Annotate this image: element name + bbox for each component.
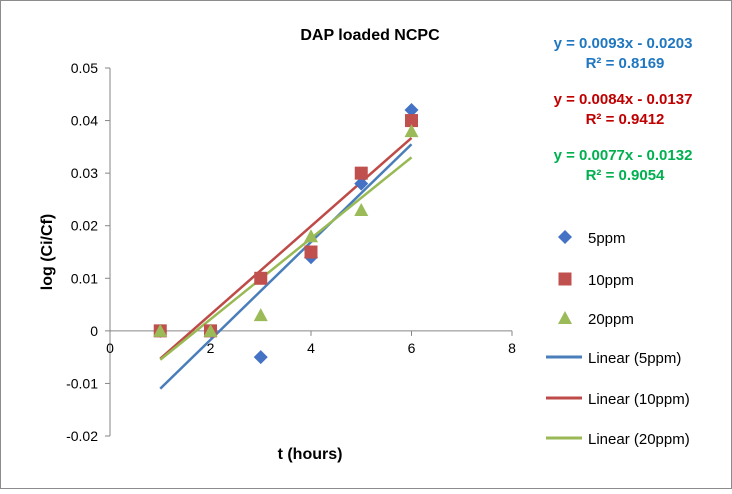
data-point-10ppm [354, 166, 368, 180]
legend: 5ppm 10ppm 20ppm Linear (5ppm) Linear (10ppm… [546, 230, 690, 448]
x-tick-group: 0 2 4 6 8 [106, 330, 516, 356]
x-tick-label: 2 [207, 340, 215, 356]
y-tick-label: 0 [90, 323, 98, 339]
legend-marker-10ppm [558, 272, 572, 286]
x-tick-label: 8 [508, 340, 516, 356]
trendline-3 [159, 156, 413, 361]
trendline-2 [159, 136, 413, 360]
trendline-equations: y = 0.0093x - 0.0203 R² = 0.8169 y = 0.008… [554, 35, 693, 184]
trendline-equation-3: y = 0.0077x - 0.0132 [554, 147, 693, 164]
data-point-20ppm [153, 323, 168, 337]
data-point-5ppm [354, 176, 369, 191]
legend-marker-5ppm [558, 230, 572, 244]
data-point-5ppm [404, 103, 419, 118]
x-tick-label: 0 [106, 340, 114, 356]
data-point-20ppm [354, 202, 369, 216]
trendline-group [159, 136, 413, 390]
x-tick-label: 4 [307, 340, 315, 356]
data-point-20ppm [304, 229, 318, 243]
chart-title: DAP loaded NCPC [300, 27, 440, 44]
legend-label: 20ppm [588, 311, 634, 328]
data-point-group [153, 103, 419, 365]
legend-label: Linear (20ppm) [588, 431, 690, 448]
data-point-20ppm [203, 323, 218, 337]
y-tick-label: -0.02 [66, 428, 98, 444]
legend-label: Linear (10ppm) [588, 391, 690, 408]
trendline-r2-3: R² = 0.9054 [586, 167, 665, 184]
trendline-1 [159, 143, 413, 390]
data-point-10ppm [304, 245, 318, 259]
data-point-5ppm [253, 350, 268, 365]
y-tick-group: -0.02 -0.01 0 0.01 0.02 0.03 0.04 0.05 [66, 60, 110, 444]
y-tick-label: 0.04 [71, 113, 98, 129]
trendline-r2-1: R² = 0.8169 [586, 55, 665, 72]
data-point-20ppm [253, 308, 268, 322]
legend-label: Linear (5ppm) [588, 350, 681, 367]
y-axis-title: log (Ci/Cf) [39, 214, 56, 290]
y-tick-label: 0.03 [71, 165, 98, 181]
legend-marker-20ppm [558, 311, 572, 324]
trendline-r2-2: R² = 0.9412 [586, 111, 665, 128]
x-tick-label: 6 [408, 340, 416, 356]
legend-label: 10ppm [588, 272, 634, 289]
y-tick-label: 0.05 [71, 60, 98, 76]
trendline-equation-2: y = 0.0084x - 0.0137 [554, 91, 693, 108]
trendline-equation-1: y = 0.0093x - 0.0203 [554, 35, 693, 52]
y-tick-label: -0.01 [66, 375, 98, 391]
x-axis-title: t (hours) [278, 446, 343, 463]
y-tick-label: 0.01 [71, 270, 98, 286]
y-tick-label: 0.02 [71, 218, 98, 234]
data-point-20ppm [404, 124, 419, 138]
legend-label: 5ppm [588, 230, 626, 247]
data-point-10ppm [254, 271, 268, 285]
data-point-10ppm [405, 114, 418, 128]
